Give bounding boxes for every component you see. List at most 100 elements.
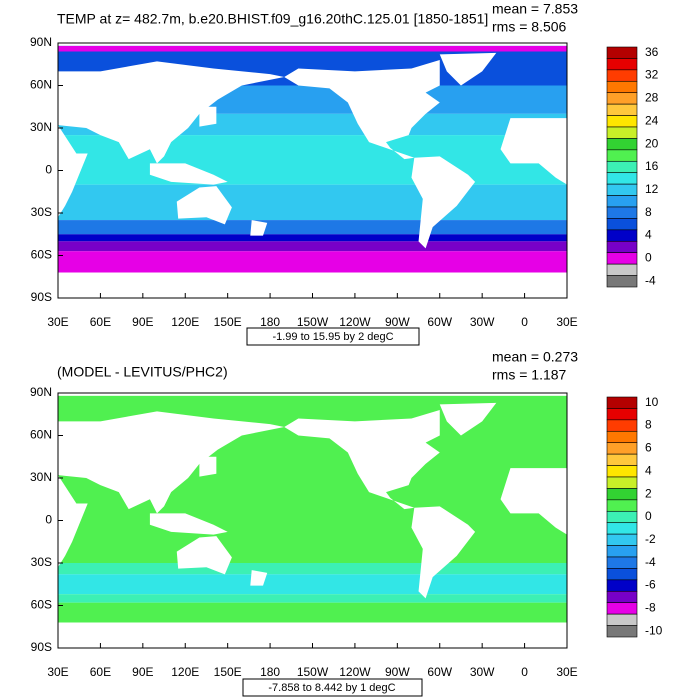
- colorbar-label: 32: [645, 68, 659, 82]
- lat-tick-label: 90N: [30, 385, 52, 399]
- colorbar-box: [606, 465, 638, 478]
- colorbar-label: 16: [645, 159, 659, 173]
- lat-tick-label: 60S: [31, 248, 52, 262]
- colorbar-label: -2: [645, 532, 656, 546]
- ocean-band: [58, 184, 567, 221]
- colorbar-box: [606, 453, 638, 466]
- lon-tick-label: 90E: [132, 315, 153, 329]
- lon-tick-label: 120E: [171, 665, 199, 679]
- lon-tick-label: 150W: [297, 315, 329, 329]
- colorbar-label: -4: [645, 273, 656, 287]
- land: [250, 570, 268, 586]
- colorbar-label: 4: [645, 228, 652, 242]
- colorbar-box: [606, 275, 638, 288]
- colorbar-box: [606, 195, 638, 208]
- ocean-band: [58, 563, 567, 575]
- colorbar-label: -10: [645, 623, 663, 637]
- land: [58, 272, 567, 298]
- lon-tick-label: 120E: [171, 315, 199, 329]
- colorbar-label: 24: [645, 113, 659, 127]
- colorbar-label: 20: [645, 136, 659, 150]
- land: [176, 186, 232, 225]
- colorbar-box: [606, 396, 638, 409]
- land: [199, 456, 217, 477]
- lon-tick-label: 150E: [214, 315, 242, 329]
- lat-tick-label: 30S: [31, 205, 52, 219]
- rms-stat: rms = 1.187: [492, 367, 567, 383]
- colorbar-box: [606, 625, 638, 638]
- colorbar-box: [606, 252, 638, 265]
- colorbar-box: [606, 545, 638, 558]
- colorbar-label: -8: [645, 601, 656, 615]
- ocean-band: [58, 241, 567, 252]
- colorbar-box: [606, 408, 638, 421]
- lon-tick-label: 60E: [90, 315, 111, 329]
- land: [439, 402, 497, 436]
- lat-tick-label: 60N: [30, 78, 52, 92]
- colorbar-box: [606, 138, 638, 151]
- colorbar-box: [606, 602, 638, 615]
- colorbar-box: [606, 568, 638, 581]
- colorbar-box: [606, 240, 638, 254]
- map-field: [58, 393, 567, 648]
- lat-tick-label: 60S: [31, 598, 52, 612]
- colorbar-label: 6: [645, 441, 652, 455]
- land: [58, 622, 567, 648]
- land: [58, 475, 88, 568]
- colorbar-label: 8: [645, 205, 652, 219]
- colorbar-label: -4: [645, 555, 656, 569]
- colorbar-box: [606, 522, 638, 535]
- colorbar-box: [606, 579, 638, 592]
- lon-tick-label: 30E: [556, 665, 577, 679]
- info-box: [246, 327, 420, 346]
- colorbar-label: 28: [645, 91, 659, 105]
- ocean-band: [58, 220, 567, 235]
- land: [176, 536, 232, 575]
- lon-tick-label: 30W: [470, 665, 495, 679]
- lat-tick-label: 0: [45, 163, 52, 177]
- land: [500, 118, 567, 185]
- colorbar-box: [606, 488, 638, 501]
- colorbar-label: 8: [645, 418, 652, 432]
- lat-tick-label: 90N: [30, 35, 52, 49]
- land: [199, 106, 217, 127]
- land: [439, 52, 497, 86]
- polar-blank: [58, 393, 567, 396]
- colorbar-box: [606, 510, 638, 524]
- lon-tick-label: 180: [260, 665, 280, 679]
- land: [284, 60, 440, 160]
- mean-stat: mean = 7.853: [492, 1, 578, 17]
- lat-tick-label: 30N: [30, 120, 52, 134]
- colorbar-box: [606, 172, 638, 185]
- colorbar-box: [606, 126, 638, 139]
- land: [411, 506, 476, 599]
- land: [250, 220, 268, 236]
- colorbar-box: [606, 149, 638, 162]
- lon-tick-label: 60W: [427, 315, 452, 329]
- lon-tick-label: 30E: [556, 315, 577, 329]
- lon-tick-label: 150W: [297, 665, 329, 679]
- lon-tick-label: 60E: [90, 665, 111, 679]
- colorbar-box: [606, 430, 638, 444]
- ocean-band: [58, 234, 567, 242]
- colorbar-box: [606, 590, 638, 604]
- colorbar-label: 0: [645, 509, 652, 523]
- arctic-band: [58, 45, 567, 52]
- lon-tick-label: 90W: [385, 665, 410, 679]
- lon-tick-label: 180: [260, 315, 280, 329]
- lat-tick-label: 60N: [30, 428, 52, 442]
- colorbar-box: [606, 476, 638, 489]
- colorbar-box: [606, 206, 638, 219]
- land: [500, 468, 567, 535]
- lon-tick-label: 90E: [132, 665, 153, 679]
- lon-tick-label: 30W: [470, 315, 495, 329]
- colorbar-box: [606, 229, 638, 242]
- contour-info: -1.99 to 15.95 by 2 degC: [272, 331, 393, 343]
- land: [58, 411, 285, 514]
- colorbar-box: [606, 218, 638, 231]
- polar-blank: [58, 43, 567, 46]
- colorbar-box: [606, 160, 638, 174]
- lat-tick-label: 0: [45, 513, 52, 527]
- colorbar-box: [606, 80, 638, 94]
